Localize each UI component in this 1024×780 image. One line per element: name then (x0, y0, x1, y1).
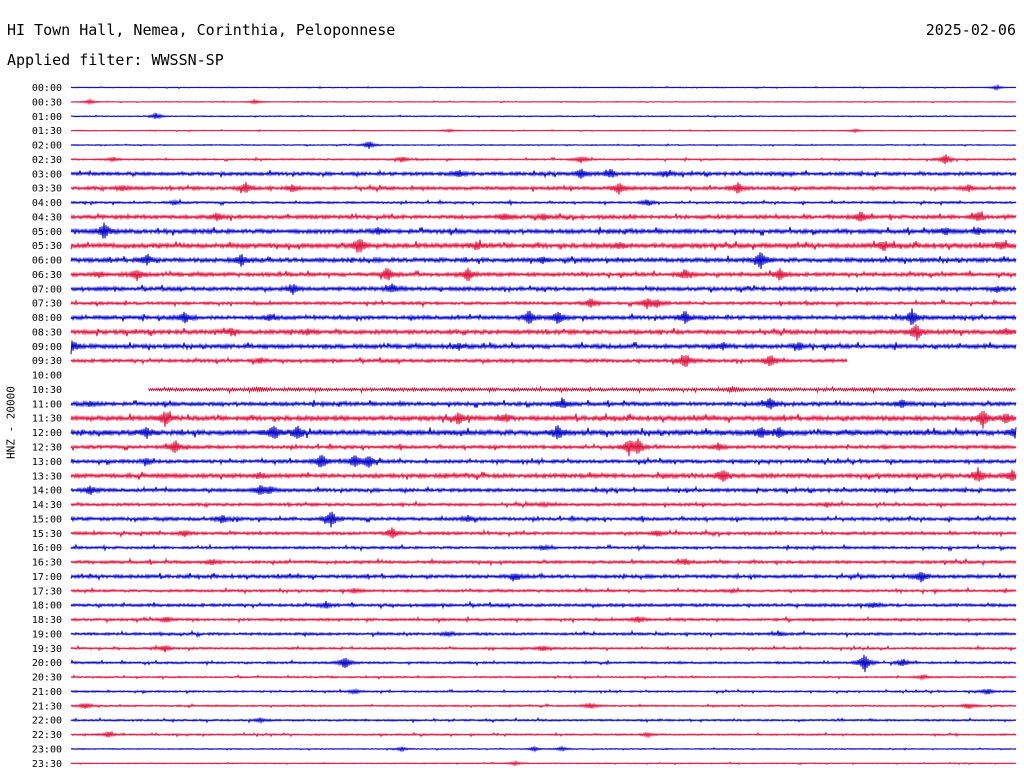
row-time-label: 23:00 (32, 744, 62, 755)
trace-line (70, 324, 1017, 341)
row-time-label: 09:30 (32, 356, 62, 367)
trace-line (70, 654, 1017, 673)
filter-label: Applied filter: WWSSN-SP (7, 51, 224, 69)
row-time-label: 03:00 (32, 169, 62, 180)
row-time-label: 11:30 (32, 414, 62, 425)
row-time-label: 05:00 (32, 227, 62, 238)
trace-line (70, 485, 1017, 495)
trace-line (70, 543, 1017, 553)
trace-line (70, 267, 1017, 282)
row-time-label: 03:30 (32, 184, 62, 195)
trace-line (70, 759, 1017, 767)
trace-line (70, 154, 1017, 165)
trace-line (70, 527, 1017, 539)
row-time-label: 16:00 (32, 543, 62, 554)
trace-line (70, 198, 1017, 207)
trace-line (70, 112, 1017, 120)
trace-line (70, 354, 848, 367)
row-time-label: 19:30 (32, 644, 62, 655)
trace-line (70, 252, 1017, 269)
row-time-label: 12:30 (32, 443, 62, 454)
row-time-label: 06:00 (32, 256, 62, 267)
trace-line (70, 688, 1017, 696)
trace-line (70, 283, 1017, 295)
trace-line (70, 557, 1017, 567)
row-time-label: 23:30 (32, 759, 62, 770)
row-time-label: 14:00 (32, 486, 62, 497)
trace-line (70, 97, 1017, 106)
row-time-label: 20:00 (32, 658, 62, 669)
row-time-label: 15:00 (32, 514, 62, 525)
row-time-label: 10:00 (32, 371, 62, 382)
trace-line (70, 673, 1017, 681)
row-time-label: 00:30 (32, 97, 62, 108)
row-time-label: 22:30 (32, 730, 62, 741)
trace-line (70, 308, 1017, 326)
row-time-label: 21:00 (32, 687, 62, 698)
trace-line (70, 222, 1017, 239)
row-time-label: 17:00 (32, 572, 62, 583)
row-time-label: 14:30 (32, 500, 62, 511)
trace-line (70, 438, 1017, 457)
trace-line (70, 141, 1017, 149)
row-time-label: 09:00 (32, 342, 62, 353)
trace-line (70, 499, 1017, 510)
row-time-label: 05:30 (32, 241, 62, 252)
row-time-label: 07:30 (32, 299, 62, 310)
row-time-label: 20:30 (32, 673, 62, 684)
trace-line (70, 571, 1017, 583)
trace-line (70, 127, 1017, 134)
row-time-label: 06:30 (32, 270, 62, 281)
row-time-label: 10:30 (32, 385, 62, 396)
trace-line (70, 83, 1017, 92)
row-time-label: 01:00 (32, 112, 62, 123)
row-time-label: 11:00 (32, 399, 62, 410)
row-time-label: 04:30 (32, 212, 62, 223)
row-time-label: 19:00 (32, 629, 62, 640)
trace-line (70, 644, 1017, 653)
trace-line (70, 425, 1017, 440)
trace-line (70, 340, 1017, 355)
trace-line (70, 238, 1017, 253)
station-title: HI Town Hall, Nemea, Corinthia, Peloponn… (7, 21, 396, 39)
row-time-label: 08:30 (32, 327, 62, 338)
row-time-label: 07:00 (32, 284, 62, 295)
row-time-label: 02:30 (32, 155, 62, 166)
row-time-label: 15:30 (32, 529, 62, 540)
row-time-label: 04:00 (32, 198, 62, 209)
trace-line (70, 454, 1017, 468)
trace-line (70, 410, 1017, 429)
row-time-label: 13:00 (32, 457, 62, 468)
trace-line (70, 298, 1017, 310)
row-time-label: 01:30 (32, 126, 62, 137)
row-time-label: 13:30 (32, 471, 62, 482)
row-time-label: 12:00 (32, 428, 62, 439)
date-label: 2025-02-06 (925, 21, 1016, 39)
trace-line (70, 397, 1017, 410)
row-time-label: 17:30 (32, 586, 62, 597)
row-time-label: 00:00 (32, 83, 62, 94)
trace-line (70, 716, 1017, 725)
trace-line (70, 702, 1017, 710)
row-time-label: 08:00 (32, 313, 62, 324)
trace-line (70, 586, 1017, 596)
trace-line (148, 385, 1016, 395)
trace-line (70, 745, 1017, 753)
row-time-label: 21:30 (32, 701, 62, 712)
row-time-label: 18:00 (32, 601, 62, 612)
trace-line (70, 629, 1017, 639)
trace-line (70, 168, 1017, 179)
row-time-label: 02:00 (32, 141, 62, 152)
trace-line (70, 211, 1017, 222)
trace-line (70, 511, 1017, 528)
row-time-label: 16:30 (32, 558, 62, 569)
trace-line (70, 467, 1017, 482)
row-time-label: 22:00 (32, 716, 62, 727)
trace-line (70, 615, 1017, 624)
trace-line (70, 730, 1017, 739)
trace-line (70, 600, 1017, 610)
trace-line (70, 181, 1017, 195)
row-time-label: 18:30 (32, 615, 62, 626)
